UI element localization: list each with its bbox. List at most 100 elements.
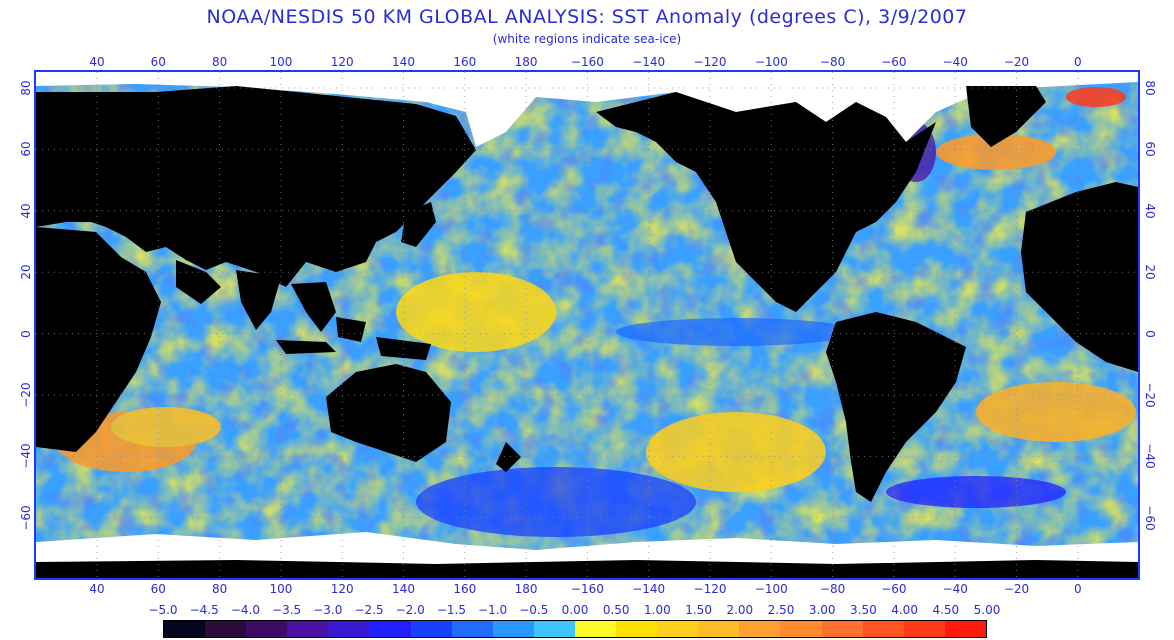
eurasia (36, 86, 476, 287)
arabia (176, 260, 221, 304)
latitude-tick-label: 60 (19, 141, 33, 158)
cold-patches (416, 122, 1066, 537)
latitude-tick-label: 20 (19, 264, 33, 280)
longitude-tick-label: 140 (392, 55, 415, 69)
colorbar-tick-label: 4.00 (891, 603, 918, 617)
colorbar-swatch (205, 621, 247, 637)
australia (326, 364, 451, 462)
longitude-tick-label: −40 (942, 55, 968, 69)
colorbar-tick-label: −1.0 (478, 603, 508, 617)
longitude-tick-label: −100 (754, 582, 788, 596)
longitude-tick-label: 40 (89, 55, 105, 69)
longitude-tick-label: −60 (881, 582, 907, 596)
colorbar-tick-label: 4.50 (932, 603, 960, 617)
longitude-tick-label: 140 (392, 582, 415, 596)
latitude-tick-label: −20 (1143, 382, 1157, 408)
colorbar-swatch (616, 621, 658, 637)
longitude-tick-label: −100 (754, 55, 788, 69)
colorbar-swatch (780, 621, 822, 637)
latitude-tick-label: 40 (19, 203, 33, 219)
india (236, 270, 281, 330)
latitude-tick-label: 60 (1143, 141, 1157, 158)
longitude-tick-label: 160 (453, 55, 477, 69)
sst-anomaly-map (34, 70, 1140, 580)
longitude-tick-label: 60 (150, 582, 166, 596)
colorbar-tick-label: 3.00 (808, 603, 836, 617)
colorbar-swatch (903, 621, 945, 637)
colorbar-tick-label: −4.5 (189, 603, 219, 617)
map-title: NOAA/NESDIS 50 KM GLOBAL ANALYSIS: SST A… (206, 6, 968, 28)
colorbar-swatch (451, 621, 493, 637)
longitude-tick-label: 0 (1073, 582, 1082, 596)
colorbar-swatch (821, 621, 863, 637)
latitude-tick-label: 40 (1143, 203, 1157, 219)
colorbar-swatch (287, 621, 329, 637)
longitude-tick-label: −160 (570, 55, 604, 69)
north-america (596, 92, 936, 312)
indonesia-2 (336, 317, 366, 342)
latitude-tick-label: −40 (1143, 443, 1157, 470)
land-masses (36, 86, 1138, 578)
colorbar-swatch (698, 621, 740, 637)
map-canvas (36, 72, 1138, 578)
colorbar-swatch (328, 621, 370, 637)
longitude-tick-label: 60 (150, 55, 166, 69)
longitude-tick-label: 120 (330, 55, 354, 69)
longitude-tick-label: −120 (693, 55, 727, 69)
map-subtitle: (white regions indicate sea-ice) (492, 32, 682, 46)
colorbar-swatch (492, 621, 534, 637)
latitude-tick-label: 0 (1143, 329, 1157, 338)
longitude-tick-label: −80 (819, 55, 846, 69)
colorbar-tick-label: −1.5 (436, 603, 466, 617)
latitude-tick-label: 80 (19, 80, 33, 96)
longitude-tick-label: −140 (632, 582, 666, 596)
latitude-tick-label: −60 (1143, 505, 1157, 531)
japan (401, 202, 436, 247)
colorbar-tick-label: 2.50 (767, 603, 795, 617)
colorbar-swatch (862, 621, 904, 637)
southeast-asia (291, 282, 336, 332)
longitude-tick-label: 100 (269, 582, 293, 596)
longitude-tick-label: −40 (942, 582, 968, 596)
colorbar-swatch (944, 621, 986, 637)
europe-west-africa (1021, 182, 1138, 372)
colorbar-tick-label: 3.50 (850, 603, 877, 617)
latitude-tick-label: 80 (1143, 80, 1157, 96)
colorbar-tick-label: −0.5 (519, 603, 549, 617)
longitude-tick-label: 80 (211, 55, 228, 69)
south-america (826, 312, 966, 502)
antarctica (36, 560, 1138, 578)
longitude-tick-label: −120 (693, 582, 727, 596)
colorbar-tick-label: 1.00 (644, 603, 671, 617)
latitude-tick-label: 20 (1143, 264, 1157, 280)
longitude-tick-label: 40 (89, 582, 105, 596)
colorbar-swatch (246, 621, 288, 637)
colorbar-tick-label: 5.00 (973, 603, 1001, 617)
new-zealand (496, 442, 521, 472)
colorbar-swatch (369, 621, 411, 637)
longitude-tick-label: 0 (1073, 55, 1082, 69)
colorbar (163, 620, 987, 638)
indonesia-1 (276, 340, 336, 354)
colorbar-tick-label: −2.5 (354, 603, 384, 617)
longitude-tick-label: 180 (514, 582, 538, 596)
latitude-tick-label: −40 (19, 443, 33, 470)
colorbar-tick-label: 1.50 (685, 603, 712, 617)
longitude-tick-label: −20 (1003, 55, 1030, 69)
colorbar-tick-label: 0.00 (561, 603, 589, 617)
longitude-tick-label: −160 (570, 582, 604, 596)
colorbar-swatch (739, 621, 781, 637)
longitude-tick-label: −20 (1003, 582, 1030, 596)
colorbar-tick-label: 2.00 (726, 603, 754, 617)
colorbar-swatch (164, 621, 206, 637)
longitude-tick-label: −80 (819, 582, 846, 596)
longitude-tick-label: 80 (211, 582, 228, 596)
colorbar-tick-label: 0.50 (602, 603, 630, 617)
colorbar-tick-label: −3.0 (313, 603, 343, 617)
colorbar-tick-label: −3.5 (272, 603, 302, 617)
graticule (36, 72, 1138, 578)
colorbar-tick-label: −5.0 (148, 603, 178, 617)
colorbar-swatch (533, 621, 575, 637)
longitude-tick-label: 120 (330, 582, 354, 596)
latitude-tick-label: 0 (19, 329, 33, 338)
